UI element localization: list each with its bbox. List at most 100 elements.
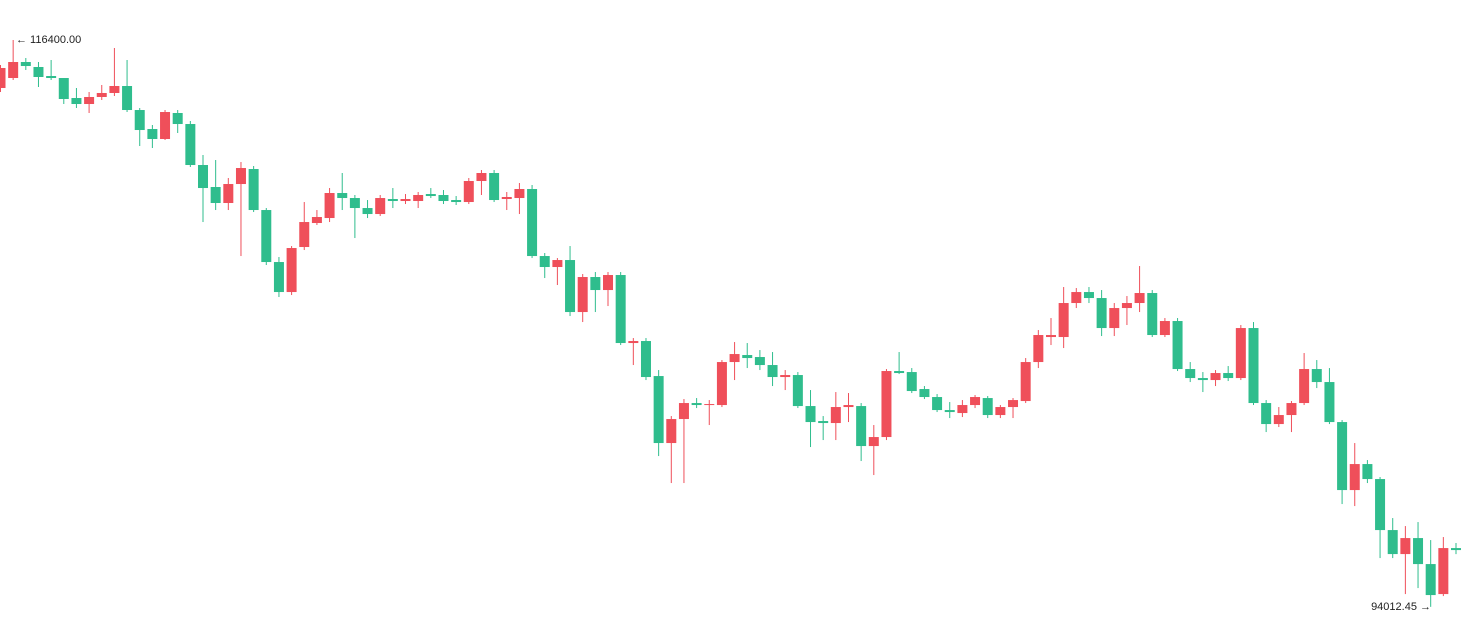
candle-body — [640, 341, 651, 378]
candle-body — [1261, 403, 1272, 425]
price-annotation: ← 116400.00 — [16, 34, 81, 46]
candle-body — [337, 193, 348, 199]
candle-body — [881, 371, 892, 438]
candle-body — [944, 410, 955, 413]
candle-body — [299, 222, 310, 248]
candle-body — [425, 194, 436, 197]
candle-body — [1387, 530, 1398, 555]
candle-body — [678, 403, 689, 420]
candle-body — [691, 403, 702, 406]
candle-body — [1058, 303, 1069, 338]
candle-body — [868, 437, 879, 447]
candle-body — [1109, 308, 1120, 329]
candle-body — [71, 98, 82, 105]
candle-body — [58, 78, 69, 99]
candle-body — [8, 62, 19, 79]
candle-body — [1134, 293, 1145, 304]
candle-body — [172, 113, 183, 125]
candle-body — [1324, 382, 1335, 423]
candle-body — [349, 198, 360, 209]
candle-body — [362, 208, 373, 215]
candle-body — [33, 66, 44, 77]
candle-body — [1337, 422, 1348, 491]
candle-body — [210, 187, 221, 204]
candle-body — [147, 129, 158, 140]
candle-body — [463, 181, 474, 203]
candle-body — [590, 277, 601, 291]
candle-body — [982, 398, 993, 416]
candle-body — [413, 195, 424, 202]
candle-body — [894, 371, 905, 374]
candle-body — [1121, 303, 1132, 309]
candle-body — [1400, 538, 1411, 555]
candle-body — [1425, 564, 1436, 596]
candle-body — [0, 68, 6, 89]
candle-body — [1008, 400, 1019, 408]
candle-body — [628, 341, 639, 344]
candle-body — [1286, 403, 1297, 416]
candle-body — [1147, 293, 1158, 336]
candle-body — [185, 124, 196, 166]
candle-body — [603, 275, 614, 291]
candle-body — [792, 375, 803, 407]
candle-body — [552, 260, 563, 268]
candle-body — [1172, 321, 1183, 370]
candle-body — [1451, 548, 1461, 551]
candle-body — [122, 86, 133, 111]
candle-body — [527, 189, 538, 257]
candle-body — [830, 407, 841, 424]
candle-body — [1223, 373, 1234, 379]
candle-body — [387, 199, 398, 202]
candle-body — [843, 405, 854, 408]
candle-body — [995, 407, 1006, 416]
candle-body — [489, 173, 500, 201]
candle-body — [84, 96, 95, 105]
candle-body — [1349, 464, 1360, 491]
candle-body — [932, 397, 943, 411]
candle-body — [653, 376, 664, 444]
candle-body — [577, 277, 588, 313]
candle-body — [856, 406, 867, 447]
candle-body — [906, 372, 917, 392]
candle-body — [476, 173, 487, 182]
candle-body — [716, 362, 727, 406]
candle-body — [96, 92, 107, 97]
candle-body — [248, 169, 259, 211]
candle-body — [286, 248, 297, 293]
candle-body — [754, 357, 765, 366]
candle-body — [501, 197, 512, 200]
candle-body — [261, 210, 272, 263]
candle-body — [742, 355, 753, 359]
candle-body — [235, 168, 246, 185]
candle-body — [273, 262, 284, 293]
candle-body — [514, 189, 525, 199]
candle-body — [134, 110, 145, 131]
candle-body — [1299, 369, 1310, 404]
candle-body — [565, 260, 576, 313]
candle-body — [1096, 298, 1107, 329]
candle-body — [1413, 538, 1424, 565]
candle-body — [46, 76, 57, 79]
candle-body — [1033, 335, 1044, 363]
candle-body — [198, 165, 209, 189]
candle-body — [919, 389, 930, 398]
candle-body — [1020, 362, 1031, 402]
candle-body — [109, 86, 120, 93]
candle-body — [1438, 548, 1449, 595]
candle-body — [400, 199, 411, 202]
candle-body — [324, 193, 335, 219]
candle-body — [20, 62, 31, 67]
candle-body — [1159, 321, 1170, 336]
candle-body — [767, 365, 778, 378]
candle-body — [160, 112, 171, 140]
candle-body — [729, 354, 740, 363]
candle-body — [957, 405, 968, 414]
candle-body — [1273, 415, 1284, 425]
candle-body — [818, 421, 829, 424]
candle-body — [615, 275, 626, 344]
candle-body — [970, 397, 981, 406]
candle-body — [1248, 328, 1259, 404]
candle-body — [1235, 328, 1246, 379]
